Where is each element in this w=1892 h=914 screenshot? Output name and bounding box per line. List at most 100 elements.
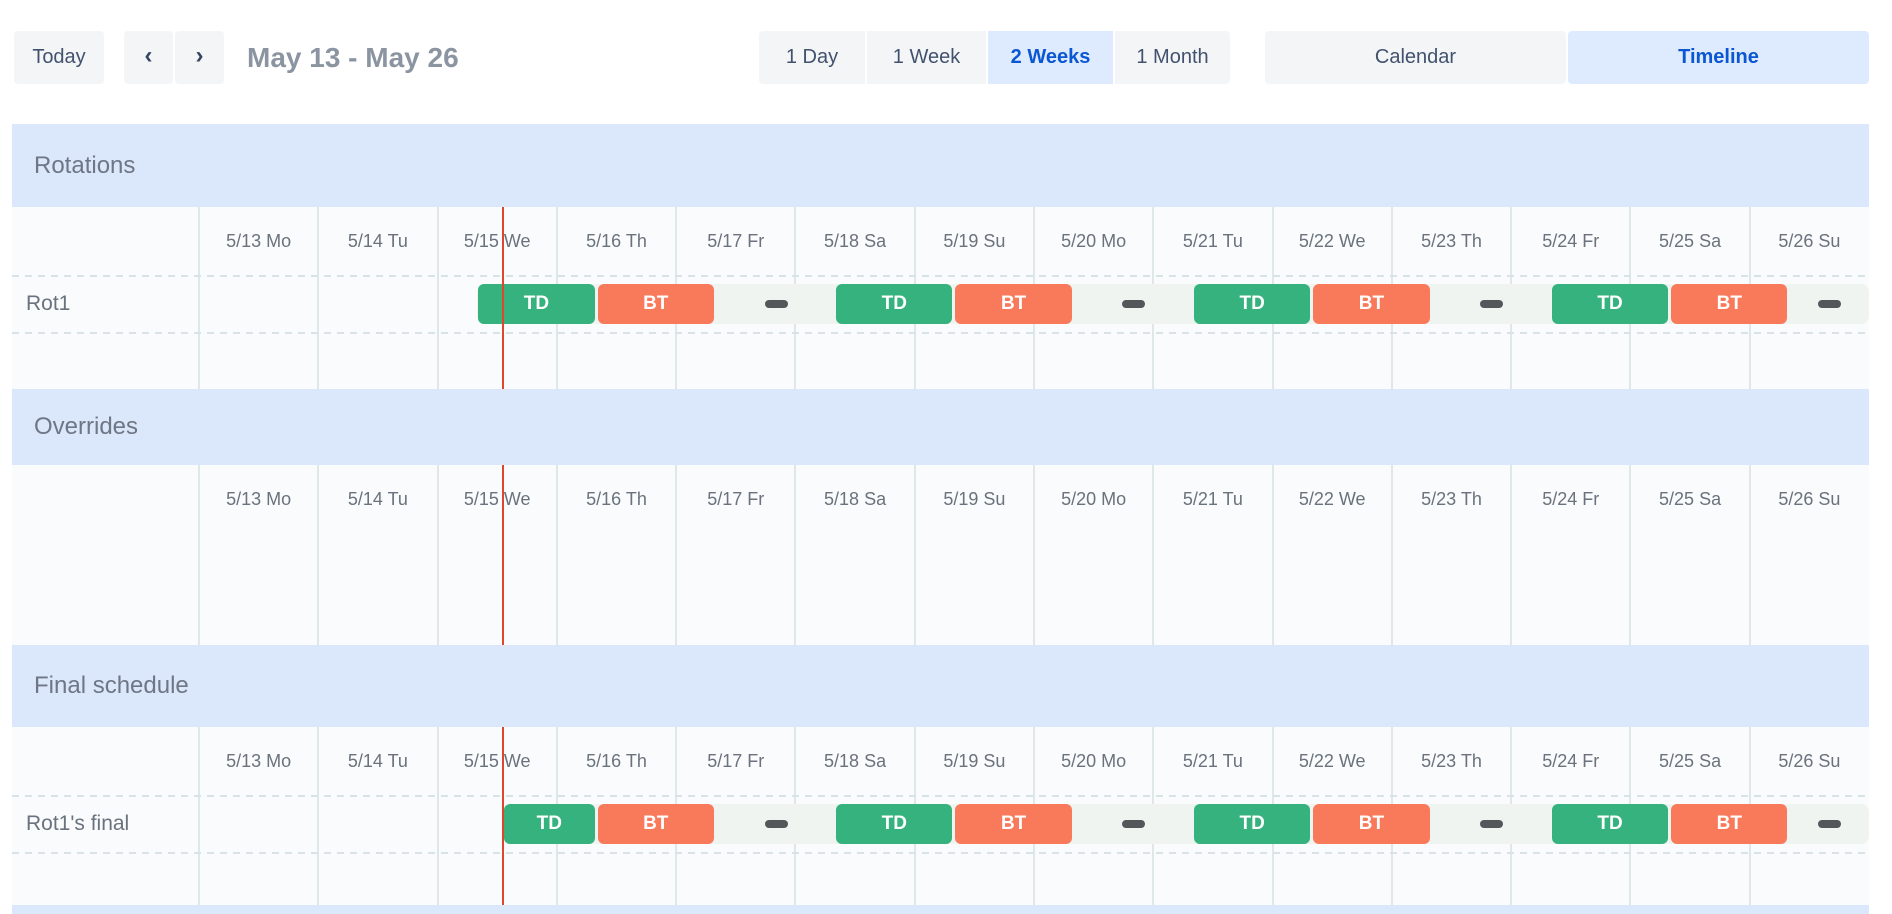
day-header-cell: 5/20 Mo — [1061, 489, 1127, 509]
gap-dash-icon — [764, 300, 788, 308]
day-header-cell: 5/16 Th — [586, 489, 647, 509]
day-header-cell: 5/18 Sa — [824, 231, 887, 251]
day-header-cell: 5/16 Th — [586, 751, 647, 771]
shift-bar[interactable]: BT — [1313, 804, 1430, 844]
next-button[interactable]: › — [175, 31, 224, 84]
day-header-cell: 5/24 Fr — [1542, 489, 1600, 509]
row-label: Rot1's final — [26, 811, 130, 835]
shift-bar[interactable]: BT — [597, 804, 714, 844]
day-header-cell: 5/19 Su — [943, 231, 1006, 251]
overrides-timeline-body: 5/13 Mo 5/14 Tu 5/15 We 5/16 Th 5/17 Fr 5/18 … — [12, 465, 1869, 645]
day-header-cell: 5/14 Tu — [347, 489, 408, 509]
date-range-title: May 13 - May 26 — [247, 41, 459, 73]
day-header-cell: 5/22 We — [1298, 751, 1366, 771]
day-header-cell: 5/16 Th — [586, 231, 647, 251]
prev-button[interactable]: ‹ — [124, 31, 173, 84]
day-header-cell: 5/13 Mo — [226, 751, 292, 771]
gap-dash-icon — [1818, 300, 1842, 308]
day-header-cell: 5/26 Su — [1778, 489, 1841, 509]
row-label: Rot1 — [26, 291, 71, 315]
mode-button-timeline[interactable]: Timeline — [1568, 31, 1869, 84]
day-grid-line — [1271, 465, 1274, 645]
day-header-cell: 5/22 We — [1298, 231, 1366, 251]
day-grid-line — [198, 727, 200, 905]
day-grid-line — [317, 465, 320, 645]
view-button-1-week[interactable]: 1 Week — [867, 31, 986, 84]
gap-dash-icon — [1818, 820, 1842, 828]
day-grid-line — [794, 465, 797, 645]
day-header-cell: 5/25 Sa — [1659, 231, 1722, 251]
shift-bar[interactable]: BT — [597, 284, 714, 324]
day-grid-line — [198, 207, 200, 389]
section-header-overrides: Overrides — [12, 389, 1869, 465]
day-header-cell: 5/13 Mo — [226, 231, 292, 251]
day-header-cell: 5/26 Su — [1778, 751, 1841, 771]
section-header-final-schedule: Final schedule — [12, 645, 1869, 727]
day-header-cell: 5/14 Tu — [347, 751, 408, 771]
day-header-cell: 5/21 Tu — [1182, 231, 1243, 251]
day-header-cell: 5/15 We — [463, 751, 531, 771]
row-separator — [12, 795, 1869, 797]
day-grid-line — [913, 465, 916, 645]
section-header-rotations: Rotations — [12, 124, 1869, 207]
day-header-cell: 5/19 Su — [943, 751, 1006, 771]
today-button[interactable]: Today — [14, 31, 104, 84]
day-header-cell: 5/17 Fr — [707, 751, 765, 771]
gap-dash-icon — [764, 820, 788, 828]
now-line — [501, 727, 504, 905]
shift-bar[interactable]: TD — [836, 284, 953, 324]
chevron-right-icon: › — [195, 42, 204, 69]
shift-bar[interactable]: TD — [478, 284, 595, 324]
shift-bar[interactable]: TD — [1551, 284, 1669, 324]
day-grid-line — [1390, 465, 1393, 645]
mode-button-calendar[interactable]: Calendar — [1265, 31, 1566, 84]
row-separator — [12, 332, 1869, 334]
day-header-cell: 5/26 Su — [1778, 231, 1841, 251]
day-grid-line — [436, 727, 439, 905]
view-button-1-month[interactable]: 1 Month — [1115, 31, 1230, 84]
gap-dash-icon — [1122, 820, 1146, 828]
day-header-cell: 5/20 Mo — [1061, 231, 1127, 251]
day-header-cell: 5/19 Su — [943, 489, 1006, 509]
day-header-cell: 5/20 Mo — [1061, 751, 1127, 771]
gap-dash-icon — [1480, 300, 1504, 308]
gap-dash-icon — [1480, 820, 1504, 828]
shift-bar[interactable]: BT — [1671, 284, 1788, 324]
day-grid-line — [1748, 465, 1751, 645]
day-grid-line — [198, 465, 200, 645]
day-grid-line — [436, 465, 439, 645]
shift-bar[interactable]: TD — [1194, 284, 1311, 324]
day-grid-line — [436, 207, 439, 389]
cropped-next-section-header — [12, 905, 1869, 914]
row-separator — [12, 852, 1869, 854]
shift-bar[interactable]: TD — [836, 804, 953, 844]
day-grid-line — [555, 465, 558, 645]
day-header-cell: 5/18 Sa — [824, 489, 887, 509]
day-header-cell: 5/22 We — [1298, 489, 1366, 509]
day-grid-line — [317, 727, 320, 905]
now-line — [501, 465, 504, 645]
final-schedule-timeline-body: 5/13 Mo 5/14 Tu 5/15 We 5/16 Th 5/17 Fr 5/18 … — [12, 727, 1869, 905]
shift-bar[interactable]: BT — [1313, 284, 1430, 324]
day-header-cell: 5/17 Fr — [707, 231, 765, 251]
day-grid-line — [1152, 465, 1155, 645]
day-header-cell: 5/21 Tu — [1182, 489, 1243, 509]
day-header-cell: 5/24 Fr — [1542, 231, 1600, 251]
view-button-2-weeks[interactable]: 2 Weeks — [988, 31, 1113, 84]
shift-bar[interactable]: TD — [1194, 804, 1311, 844]
section-title: Rotations — [34, 151, 136, 179]
day-header-cell: 5/21 Tu — [1182, 751, 1243, 771]
view-button-1-day[interactable]: 1 Day — [759, 31, 865, 84]
day-header-cell: 5/15 We — [463, 231, 531, 251]
day-header-cell: 5/13 Mo — [226, 489, 292, 509]
day-header-cell: 5/23 Th — [1421, 231, 1482, 251]
day-grid-line — [1510, 465, 1513, 645]
day-header-cell: 5/18 Sa — [824, 751, 887, 771]
day-header-cell: 5/17 Fr — [707, 489, 765, 509]
shift-bar[interactable]: BT — [1671, 804, 1788, 844]
shift-bar[interactable]: BT — [955, 284, 1072, 324]
shift-bar[interactable]: TD — [503, 804, 595, 844]
day-header-cell: 5/25 Sa — [1659, 751, 1722, 771]
shift-bar[interactable]: TD — [1551, 804, 1669, 844]
shift-bar[interactable]: BT — [955, 804, 1072, 844]
